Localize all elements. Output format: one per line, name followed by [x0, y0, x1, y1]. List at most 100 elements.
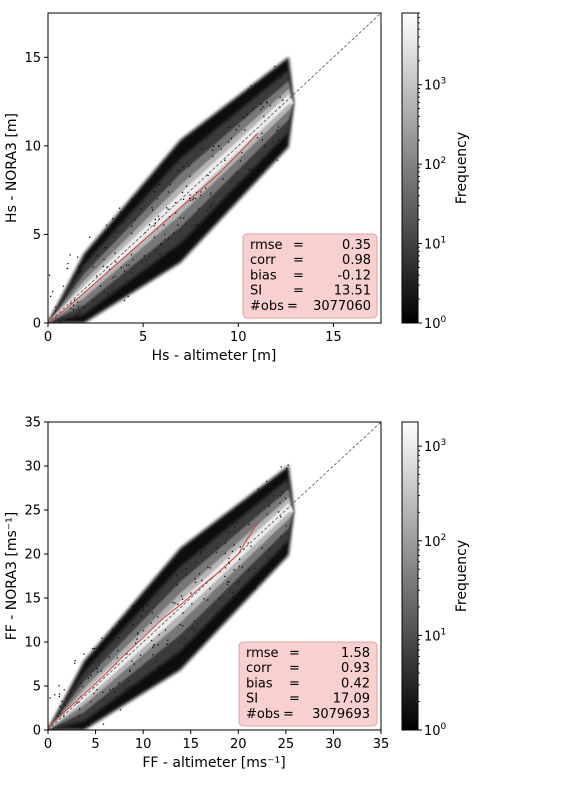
- ff-colorbar-tick-label: 102: [424, 533, 446, 550]
- ff-speck: [95, 668, 97, 670]
- ff-speck: [58, 685, 60, 687]
- ff-speck: [128, 680, 130, 682]
- ff-speck: [199, 553, 202, 555]
- hs-speck: [112, 218, 114, 220]
- hs-speck: [80, 270, 82, 273]
- hs-speck: [217, 213, 219, 215]
- ff-speck: [194, 578, 196, 580]
- hs-speck: [200, 148, 203, 150]
- ff-x-tick: 15: [182, 730, 199, 752]
- hs-speck: [163, 224, 165, 226]
- ff-speck: [177, 603, 179, 605]
- hs-speck: [211, 155, 214, 158]
- ff-speck: [280, 466, 282, 468]
- hs-speck: [153, 225, 155, 227]
- ff-speck: [164, 581, 166, 583]
- hs-speck: [153, 236, 156, 238]
- ff-speck: [280, 535, 282, 537]
- hs-speck: [59, 321, 61, 323]
- hs-speck: [168, 237, 170, 239]
- hs-y-tick: 0: [33, 317, 48, 332]
- ff-speck: [157, 586, 159, 588]
- hs-speck: [175, 212, 177, 214]
- hs-stat-eq: =: [293, 238, 304, 253]
- hs-speck: [192, 199, 194, 201]
- hs-speck: [96, 275, 98, 277]
- ff-speck: [98, 652, 100, 654]
- ff-speck: [118, 621, 120, 623]
- hs-speck: [274, 65, 276, 68]
- ff-stat-label: #obs: [246, 707, 280, 722]
- hs-speck: [181, 191, 184, 193]
- ff-speck: [248, 523, 250, 526]
- hs-speck: [105, 247, 108, 249]
- ff-y-tick-label: 5: [33, 680, 41, 695]
- ff-speck: [129, 669, 131, 671]
- ff-colorbar-tick: 100: [418, 722, 447, 739]
- ff-x-tick-label: 10: [135, 737, 152, 752]
- ff-speck: [118, 630, 120, 632]
- hs-speck: [157, 183, 160, 186]
- ff-speck: [267, 557, 269, 559]
- ff-speck: [266, 480, 268, 483]
- hs-speck: [231, 181, 233, 183]
- ff-speck: [227, 603, 229, 605]
- ff-speck: [228, 562, 230, 564]
- ff-speck: [140, 602, 142, 604]
- hs-speck: [75, 314, 77, 317]
- ff-y-tick: 5: [33, 680, 48, 695]
- hs-speck: [194, 197, 197, 200]
- hs-speck: [189, 145, 191, 147]
- ff-speck: [240, 588, 242, 591]
- hs-speck: [237, 105, 239, 107]
- hs-speck: [193, 197, 195, 199]
- ff-stat-eq: =: [289, 646, 300, 661]
- hs-speck: [143, 255, 145, 257]
- ff-x-ticks: 0 5 10 15 20 25 30 35: [44, 730, 389, 752]
- hs-colorbar-tick: 102: [418, 156, 446, 173]
- hs-speck: [263, 145, 265, 147]
- hs-speck: [266, 101, 268, 103]
- hs-speck: [52, 290, 54, 293]
- ff-speck: [74, 660, 76, 662]
- ff-speck: [117, 650, 119, 652]
- hs-speck: [185, 223, 187, 225]
- ff-speck: [219, 531, 222, 534]
- hs-y-tick-label: 0: [33, 317, 41, 332]
- hs-speck: [92, 300, 95, 302]
- hs-speck: [109, 268, 111, 270]
- hs-speck: [226, 193, 229, 195]
- hs-speck: [118, 207, 121, 209]
- hs-speck: [247, 168, 250, 171]
- hs-speck: [155, 249, 157, 251]
- hs-plot-frame: [47, 12, 382, 324]
- ff-speck: [287, 464, 289, 466]
- ff-speck: [238, 591, 241, 594]
- hs-speck: [152, 209, 154, 211]
- ff-speck: [182, 625, 184, 627]
- hs-speck: [153, 191, 155, 193]
- hs-x-tick-label: 0: [44, 330, 52, 345]
- ff-speck: [83, 724, 85, 726]
- hs-speck: [111, 289, 113, 292]
- ff-speck: [247, 499, 249, 501]
- ff-speck: [193, 620, 195, 622]
- hs-speck: [269, 105, 271, 107]
- ff-speck: [198, 573, 201, 575]
- ff-speck: [113, 691, 116, 693]
- ff-speck: [183, 642, 185, 645]
- ff-x-tick-label: 15: [182, 737, 199, 752]
- ff-speck: [109, 689, 111, 691]
- ff-speck: [135, 642, 137, 644]
- hs-speck: [189, 197, 191, 199]
- ff-y-tick: 15: [24, 592, 48, 607]
- hs-speck: [218, 144, 220, 147]
- ff-y-tick-label: 20: [24, 548, 41, 563]
- ff-stat-eq: =: [289, 692, 300, 707]
- ff-speck: [71, 724, 74, 727]
- ff-speck: [92, 647, 94, 650]
- ff-speck: [157, 616, 159, 618]
- ff-speck: [96, 667, 98, 670]
- ff-y-tick: 25: [24, 504, 48, 519]
- hs-speck: [55, 306, 57, 308]
